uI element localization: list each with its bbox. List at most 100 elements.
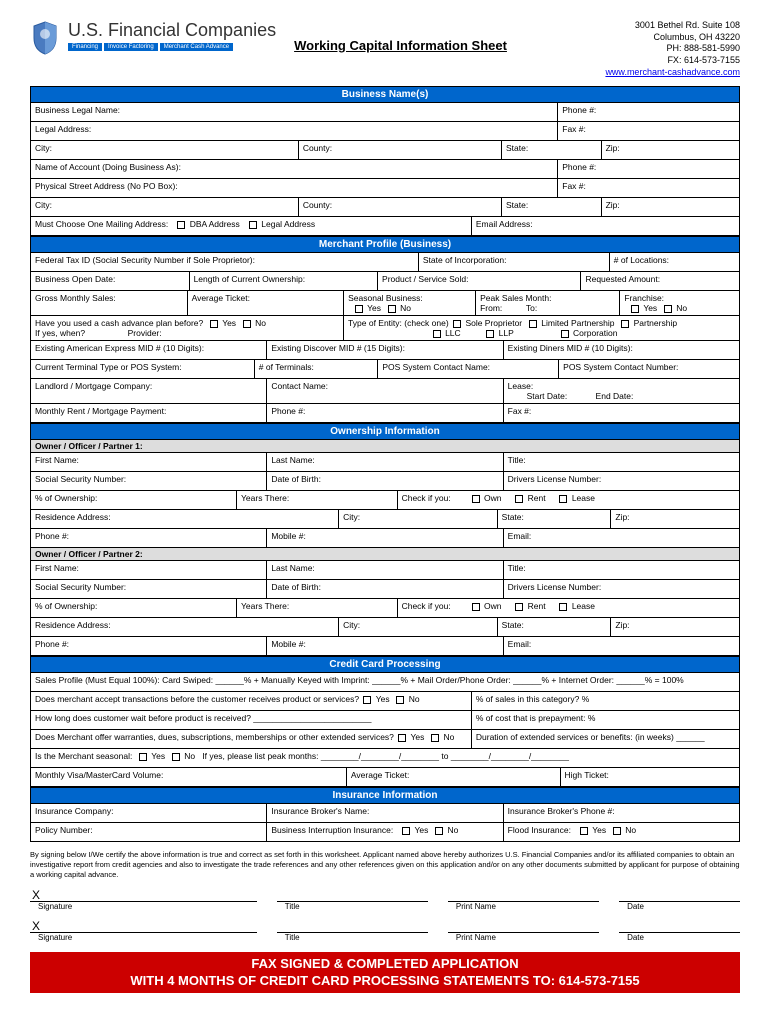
field-peak[interactable]: Peak Sales Month:From: To: (476, 291, 620, 315)
cb-o1-own[interactable] (472, 495, 480, 503)
o2-addr[interactable]: Residence Address: (31, 618, 339, 636)
field-avgticket[interactable]: Average Ticket: (188, 291, 345, 315)
cb-ltd[interactable] (529, 320, 537, 328)
field-posphone[interactable]: POS System Contact Number: (559, 360, 739, 378)
field-city[interactable]: City: (31, 141, 299, 159)
o2-mobile[interactable]: Mobile #: (267, 637, 503, 655)
cb-q3-no[interactable] (431, 734, 439, 742)
cb-o2-lease[interactable] (559, 603, 567, 611)
cb-seasonal-no[interactable] (388, 305, 396, 313)
cb-q1-no[interactable] (396, 696, 404, 704)
field-landlord[interactable]: Landlord / Mortgage Company: (31, 379, 267, 403)
sig2-line[interactable]: X (30, 919, 257, 933)
cb-o1-lease[interactable] (559, 495, 567, 503)
field-locations[interactable]: # of Locations: (610, 253, 739, 271)
field-amex[interactable]: Existing American Express MID # (10 Digi… (31, 341, 267, 359)
o2-city[interactable]: City: (339, 618, 498, 636)
field-poscontact[interactable]: POS System Contact Name: (378, 360, 559, 378)
cc-q1b[interactable]: % of sales in this category? % (472, 692, 739, 710)
o2-check[interactable]: Check if you: Own Rent Lease (398, 599, 739, 617)
o1-ssn[interactable]: Social Security Number: (31, 472, 267, 490)
checkbox-legal[interactable] (249, 221, 257, 229)
cb-o1-rent[interactable] (515, 495, 523, 503)
title1-line[interactable] (277, 888, 428, 902)
cc-q3[interactable]: Does Merchant offer warranties, dues, su… (31, 730, 472, 748)
o2-pct[interactable]: % of Ownership: (31, 599, 237, 617)
ins-bizint[interactable]: Business Interruption Insurance: Yes No (267, 823, 503, 841)
o1-dl[interactable]: Drivers License Number: (504, 472, 739, 490)
field-franchise[interactable]: Franchise: Yes No (620, 291, 739, 315)
cb-bi-yes[interactable] (402, 827, 410, 835)
field-diners[interactable]: Existing Diners MID # (10 Digits): (504, 341, 739, 359)
cc-avg[interactable]: Average Ticket: (347, 768, 561, 786)
field-legal-name[interactable]: Business Legal Name: (31, 103, 558, 121)
field-fax2[interactable]: Fax #: (558, 179, 739, 197)
cc-visa[interactable]: Monthly Visa/MasterCard Volume: (31, 768, 347, 786)
cb-q4-yes[interactable] (139, 753, 147, 761)
field-lease[interactable]: Lease: Start Date: End Date: (504, 379, 739, 403)
o2-last[interactable]: Last Name: (267, 561, 503, 579)
o1-phone[interactable]: Phone #: (31, 529, 267, 547)
o1-years[interactable]: Years There: (237, 491, 398, 509)
cb-fl-yes[interactable] (580, 827, 588, 835)
field-terminal[interactable]: Current Terminal Type or POS System: (31, 360, 255, 378)
ins-co[interactable]: Insurance Company: (31, 804, 267, 822)
cb-q3-yes[interactable] (398, 734, 406, 742)
field-discover[interactable]: Existing Discover MID # (15 Digits): (267, 341, 503, 359)
o2-dob[interactable]: Date of Birth: (267, 580, 503, 598)
field-entity[interactable]: Type of Entity: (check one) Sole Proprie… (344, 316, 739, 340)
field-zip[interactable]: Zip: (602, 141, 739, 159)
field-legal-addr[interactable]: Legal Address: (31, 122, 558, 140)
field-opendate[interactable]: Business Open Date: (31, 272, 190, 290)
o1-title[interactable]: Title: (504, 453, 739, 471)
field-county2[interactable]: County: (299, 198, 502, 216)
ins-policy[interactable]: Policy Number: (31, 823, 267, 841)
cb-ca-no[interactable] (243, 320, 251, 328)
ins-phone[interactable]: Insurance Broker's Phone #: (504, 804, 739, 822)
field-county[interactable]: County: (299, 141, 502, 159)
cb-part[interactable] (621, 320, 629, 328)
o2-state[interactable]: State: (498, 618, 612, 636)
field-fax3[interactable]: Fax #: (504, 404, 739, 422)
field-ownlen[interactable]: Length of Current Ownership: (190, 272, 378, 290)
field-cashadv[interactable]: Have you used a cash advance plan before… (31, 316, 344, 340)
field-gross[interactable]: Gross Monthly Sales: (31, 291, 188, 315)
field-state[interactable]: State: (502, 141, 602, 159)
cb-corp[interactable] (561, 330, 569, 338)
o1-last[interactable]: Last Name: (267, 453, 503, 471)
o1-email[interactable]: Email: (504, 529, 739, 547)
cb-o2-own[interactable] (472, 603, 480, 611)
cb-llc[interactable] (433, 330, 441, 338)
cc-q3b[interactable]: Duration of extended services or benefit… (472, 730, 739, 748)
cb-q4-no[interactable] (172, 753, 180, 761)
field-terminals[interactable]: # of Terminals: (255, 360, 379, 378)
date1-line[interactable] (619, 888, 740, 902)
o1-first[interactable]: First Name: (31, 453, 267, 471)
cc-profile[interactable]: Sales Profile (Must Equal 100%): Card Sw… (31, 673, 739, 691)
ins-flood[interactable]: Flood Insurance: Yes No (504, 823, 739, 841)
field-fax[interactable]: Fax #: (558, 122, 739, 140)
checkbox-dba[interactable] (177, 221, 185, 229)
o1-dob[interactable]: Date of Birth: (267, 472, 503, 490)
o1-check[interactable]: Check if you: Own Rent Lease (398, 491, 739, 509)
o1-state[interactable]: State: (498, 510, 612, 528)
cb-llp[interactable] (486, 330, 494, 338)
cb-q1-yes[interactable] (363, 696, 371, 704)
print2-line[interactable] (448, 919, 599, 933)
field-street[interactable]: Physical Street Address (No PO Box): (31, 179, 558, 197)
field-state2[interactable]: State: (502, 198, 602, 216)
field-product[interactable]: Product / Service Sold: (378, 272, 581, 290)
o2-phone[interactable]: Phone #: (31, 637, 267, 655)
cb-seasonal-yes[interactable] (355, 305, 363, 313)
cb-bi-no[interactable] (435, 827, 443, 835)
cb-o2-rent[interactable] (515, 603, 523, 611)
cc-q1[interactable]: Does merchant accept transactions before… (31, 692, 472, 710)
field-city2[interactable]: City: (31, 198, 299, 216)
field-reqamt[interactable]: Requested Amount: (581, 272, 739, 290)
field-phone2[interactable]: Phone #: (558, 160, 739, 178)
ins-broker[interactable]: Insurance Broker's Name: (267, 804, 503, 822)
o2-ssn[interactable]: Social Security Number: (31, 580, 267, 598)
o1-addr[interactable]: Residence Address: (31, 510, 339, 528)
field-mailing[interactable]: Must Choose One Mailing Address: DBA Add… (31, 217, 472, 235)
cc-high[interactable]: High Ticket: (561, 768, 740, 786)
